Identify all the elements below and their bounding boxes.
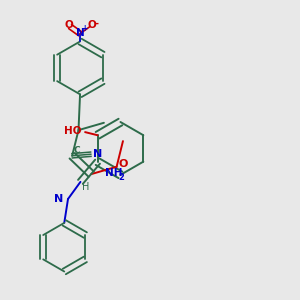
Text: O: O: [87, 20, 96, 30]
Text: -: -: [95, 18, 99, 28]
Text: N: N: [54, 194, 64, 204]
Text: O: O: [119, 159, 128, 169]
Text: HO: HO: [64, 126, 82, 136]
Text: 2: 2: [118, 173, 124, 182]
Text: N: N: [93, 148, 103, 159]
Text: +: +: [81, 24, 87, 33]
Text: NH: NH: [105, 168, 123, 178]
Text: O: O: [64, 20, 73, 30]
Text: H: H: [82, 182, 90, 193]
Text: N: N: [76, 28, 84, 38]
Text: C: C: [73, 146, 80, 155]
